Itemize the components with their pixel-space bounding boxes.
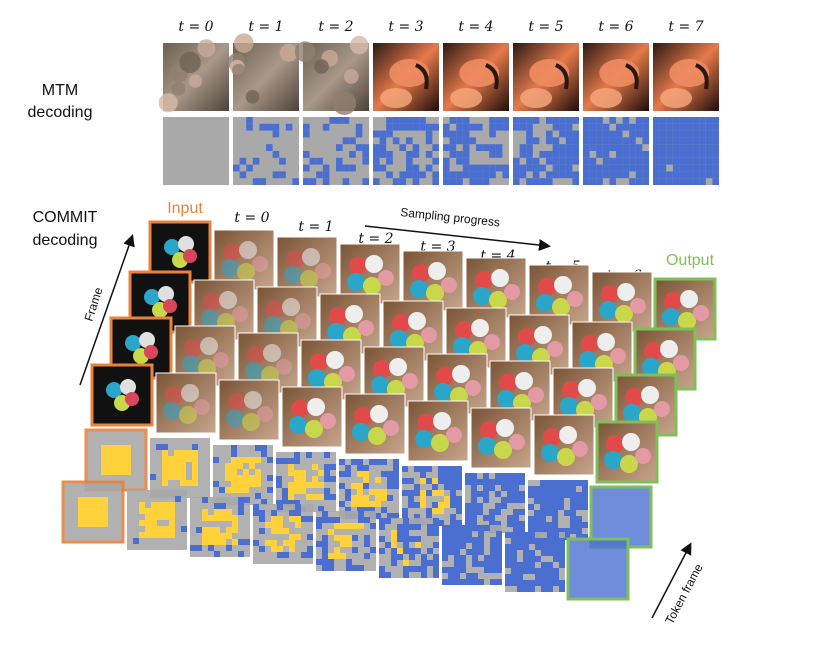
mtm-timestep-label: t = 2 [318, 19, 353, 35]
commit-token-layer [61, 480, 630, 601]
generated-frame [344, 393, 406, 455]
output-frame [595, 420, 659, 484]
generated-frame [281, 386, 343, 448]
token-frame [150, 438, 210, 498]
input-label: Input [167, 200, 203, 217]
mtm-frame [443, 43, 509, 111]
mtm-timestep-label: t = 3 [388, 19, 423, 35]
mtm-frame [227, 33, 299, 111]
mtm-token-mask [303, 117, 369, 185]
sampling-progress-arrow [364, 225, 551, 251]
token-frame [505, 532, 565, 592]
generated-frame [155, 372, 217, 434]
commit-frame-stack [61, 220, 717, 601]
sampling-progress-label: Sampling progress [400, 205, 501, 229]
mtm-frame [294, 35, 369, 115]
commit-title-line2: decoding [33, 232, 98, 249]
output-label: Output [666, 252, 715, 269]
mtm-timestep-label: t = 7 [668, 19, 703, 35]
token-frame [442, 525, 502, 585]
commit-image-layer [90, 363, 659, 484]
mtm-frame [373, 43, 439, 111]
generated-frame [533, 414, 595, 476]
mtm-token-mask [583, 117, 649, 185]
token-frame [528, 480, 588, 540]
frame-label: Frame [82, 285, 106, 323]
mtm-timestep-label: t = 5 [528, 19, 563, 35]
mtm-timestep-label: t = 4 [458, 19, 493, 35]
token-frame [253, 504, 313, 564]
frame-arrow [79, 234, 135, 386]
mtm-frame [653, 43, 719, 111]
mtm-timestep-label: t = 0 [178, 19, 213, 35]
commit-image-layer [148, 220, 717, 341]
mtm-token-mask [653, 117, 719, 185]
mtm-mask-row [163, 117, 719, 185]
token-frame-label: Token frame [662, 561, 706, 626]
mtm-frame [513, 43, 579, 111]
token-frame [465, 473, 525, 533]
output-token-frame [589, 485, 653, 549]
commit-timestep-label: t = 1 [298, 219, 333, 235]
commit-timestep-label: t = 2 [358, 231, 393, 247]
mtm-token-mask [233, 117, 299, 185]
mtm-frame [583, 43, 649, 111]
output-frame [653, 277, 717, 341]
mtm-timestep-labels: t = 0 t = 1 t = 2 t = 3 t = 4 t = 5 t = 6 t = 7 [178, 19, 703, 35]
mtm-token-mask [163, 117, 229, 185]
mtm-timestep-label: t = 1 [248, 19, 283, 35]
token-frame [190, 497, 250, 557]
mtm-token-mask [513, 117, 579, 185]
input-token-frame [84, 428, 148, 492]
commit-title-line1: COMMIT [33, 209, 98, 226]
token-frame [213, 445, 273, 505]
commit-timestep-label: t = 0 [234, 210, 269, 226]
token-frame [127, 490, 187, 550]
commit-token-layer [84, 428, 653, 549]
mtm-frame [158, 39, 229, 113]
token-frame-arrow [651, 542, 692, 619]
token-frame [316, 511, 376, 571]
mtm-image-row [158, 33, 719, 115]
generated-frame [407, 400, 469, 462]
token-frame [339, 459, 399, 519]
mtm-token-mask [443, 117, 509, 185]
input-frame [90, 363, 154, 427]
generated-frame [470, 407, 532, 469]
token-frame [402, 466, 462, 526]
generated-frame [218, 379, 280, 441]
token-frame [276, 452, 336, 512]
generated-frame [402, 250, 464, 312]
mtm-title-line2: decoding [28, 104, 93, 121]
output-token-frame [566, 537, 630, 601]
mtm-title-line1: MTM [42, 82, 78, 99]
input-token-frame [61, 480, 125, 544]
mtm-timestep-label: t = 6 [598, 19, 633, 35]
token-frame [379, 518, 439, 578]
mtm-token-mask [373, 117, 439, 185]
